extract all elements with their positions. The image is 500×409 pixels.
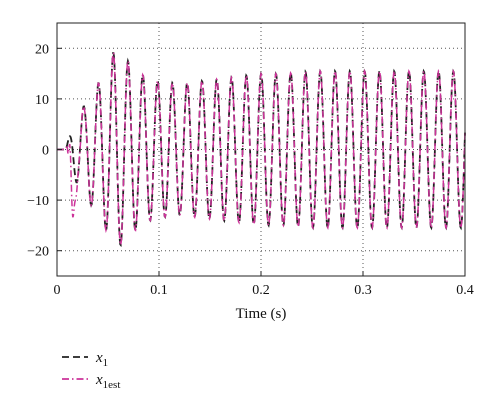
legend-label-subscript: 1: [103, 357, 109, 369]
y-tick-label: 20: [35, 42, 49, 57]
series-layer: [57, 52, 466, 248]
x-tick-label: 0: [54, 283, 61, 298]
x-tick-label: 0.3: [354, 283, 372, 298]
legend-label-main: x: [95, 372, 103, 388]
grid-layer: [57, 23, 465, 276]
y-tick-label: −20: [27, 245, 49, 260]
legend-label-subscript: 1est: [103, 379, 121, 391]
y-tick-label: 10: [35, 93, 49, 108]
series-line-x1est: [57, 52, 466, 247]
x-tick-label: 0.2: [252, 283, 270, 298]
legend-label-x1est: x1est: [95, 372, 120, 391]
tick-layer: 0 0.1 0.2 0.3 0.4 −20 −10 0 10 20: [27, 42, 474, 298]
legend-label-main: x: [95, 350, 103, 366]
legend-label-x1: x1: [95, 350, 108, 369]
x-tick-label: 0.1: [150, 283, 168, 298]
y-tick-label: 0: [42, 144, 49, 159]
y-tick-label: −10: [27, 194, 49, 209]
x-axis-label: Time (s): [236, 306, 287, 322]
x-tick-label: 0.4: [456, 283, 474, 298]
